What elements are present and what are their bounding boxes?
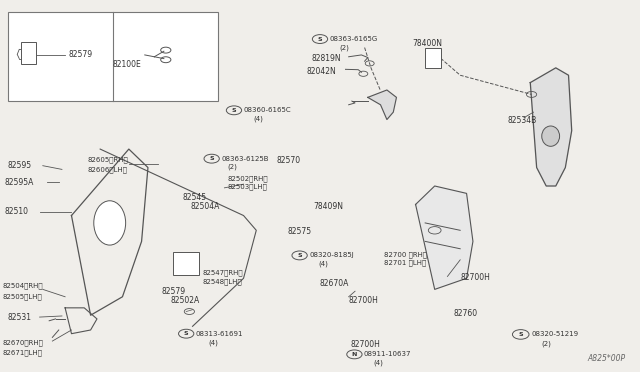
Text: 82579: 82579 [162, 287, 186, 296]
Bar [173, 253, 199, 275]
Text: 82575: 82575 [287, 227, 312, 235]
Text: 82504A: 82504A [190, 202, 220, 211]
Bar [20, 42, 36, 64]
Text: 82504〈RH〉: 82504〈RH〉 [2, 282, 43, 289]
Text: 82534B: 82534B [508, 116, 537, 125]
Ellipse shape [94, 201, 125, 245]
Text: S: S [518, 332, 523, 337]
Text: 82548〈LH〉: 82548〈LH〉 [202, 278, 242, 285]
Text: N: N [352, 352, 357, 357]
Text: 82700H: 82700H [351, 340, 380, 349]
Text: 82503〈LH〉: 82503〈LH〉 [228, 184, 268, 190]
Text: 82700H: 82700H [349, 296, 378, 305]
Text: S: S [184, 331, 189, 336]
Text: 08360-6165C: 08360-6165C [244, 107, 291, 113]
Text: 82760: 82760 [454, 309, 478, 318]
Text: 08911-10637: 08911-10637 [364, 352, 411, 357]
Text: 82531: 82531 [8, 312, 32, 321]
Text: S: S [317, 36, 323, 42]
Text: (2): (2) [228, 164, 237, 170]
Text: (4): (4) [209, 340, 218, 346]
Text: 08313-61691: 08313-61691 [196, 331, 243, 337]
FancyBboxPatch shape [8, 13, 218, 101]
Text: 82670〈RH〉: 82670〈RH〉 [3, 340, 44, 346]
Text: 82502A: 82502A [170, 296, 200, 305]
Text: (2): (2) [339, 44, 349, 51]
Text: 82042N: 82042N [307, 67, 337, 76]
Text: 82502〈RH〉: 82502〈RH〉 [228, 175, 268, 182]
Text: 82510: 82510 [4, 207, 29, 217]
Text: 82700 〈RH〉: 82700 〈RH〉 [384, 251, 427, 258]
Text: 78400N: 78400N [412, 39, 442, 48]
Text: 82595: 82595 [8, 161, 32, 170]
Text: 82700H: 82700H [460, 273, 490, 282]
Text: (4): (4) [319, 261, 328, 267]
Text: 08363-6165G: 08363-6165G [330, 36, 378, 42]
Text: 82671〈LH〉: 82671〈LH〉 [3, 350, 43, 356]
Text: (4): (4) [373, 360, 383, 366]
Text: 82606〈LH〉: 82606〈LH〉 [88, 166, 127, 173]
Text: 82595A: 82595A [4, 178, 34, 187]
Text: 78409N: 78409N [314, 202, 344, 211]
Text: (4): (4) [253, 116, 263, 122]
Text: 82605〈RH〉: 82605〈RH〉 [88, 157, 128, 163]
Text: 08320-8185J: 08320-8185J [309, 253, 354, 259]
Text: 82505〈LH〉: 82505〈LH〉 [2, 294, 42, 300]
Text: 82819N: 82819N [312, 54, 341, 63]
Text: 82579: 82579 [68, 50, 92, 59]
Text: 82547〈RH〉: 82547〈RH〉 [202, 269, 243, 276]
Polygon shape [368, 90, 396, 119]
Polygon shape [531, 68, 572, 186]
Text: S: S [232, 108, 236, 113]
Text: 82570: 82570 [276, 156, 301, 166]
Text: 08363-6125B: 08363-6125B [221, 155, 269, 162]
Text: S: S [298, 253, 302, 258]
Text: 82100E: 82100E [113, 60, 141, 69]
Text: 82701 〈LH〉: 82701 〈LH〉 [384, 260, 426, 266]
Text: 08320-51219: 08320-51219 [532, 331, 579, 337]
Text: 82545: 82545 [183, 193, 207, 202]
Ellipse shape [541, 126, 559, 146]
Text: A825*00P: A825*00P [588, 354, 626, 363]
Text: S: S [209, 156, 214, 161]
Polygon shape [415, 186, 473, 289]
Text: (2): (2) [541, 340, 551, 347]
Text: 82670A: 82670A [320, 279, 349, 288]
Bar [425, 48, 441, 68]
